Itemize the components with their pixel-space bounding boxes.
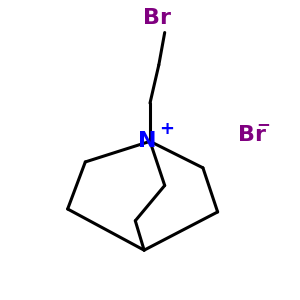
Text: Br: Br xyxy=(238,125,266,146)
Text: Br: Br xyxy=(143,8,171,28)
Text: −: − xyxy=(256,115,270,133)
Text: +: + xyxy=(159,120,174,138)
Text: N: N xyxy=(138,131,156,152)
